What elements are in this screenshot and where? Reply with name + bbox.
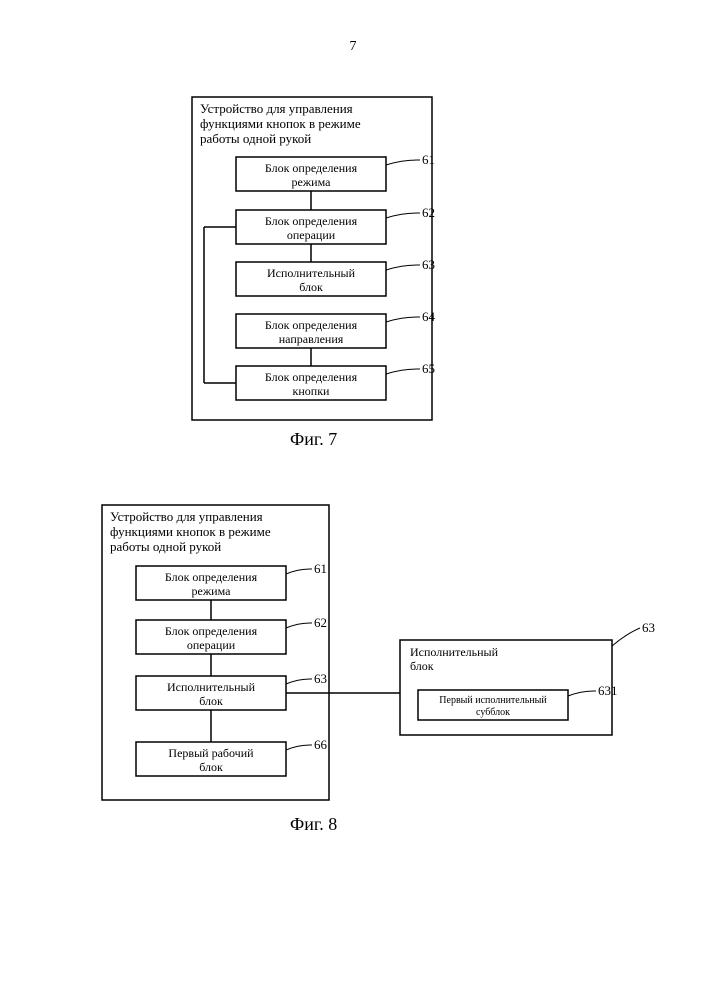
svg-text:работы одной рукой: работы одной рукой: [110, 539, 221, 554]
svg-text:Блок определения: Блок определения: [165, 570, 258, 584]
svg-text:кнопки: кнопки: [293, 384, 331, 398]
svg-text:Первый исполнительный: Первый исполнительный: [439, 695, 547, 706]
svg-text:Фиг. 8: Фиг. 8: [290, 814, 337, 834]
svg-text:65: 65: [422, 361, 435, 376]
svg-text:направления: направления: [279, 332, 344, 346]
svg-text:режима: режима: [192, 584, 232, 598]
svg-text:блок: блок: [199, 760, 223, 774]
svg-text:Первый рабочий: Первый рабочий: [168, 746, 254, 760]
svg-text:Блок определения: Блок определения: [165, 624, 258, 638]
svg-text:62: 62: [422, 205, 435, 220]
svg-text:Исполнительный: Исполнительный: [167, 680, 256, 694]
svg-text:режима: режима: [292, 175, 332, 189]
svg-text:Блок определения: Блок определения: [265, 370, 358, 384]
svg-text:61: 61: [422, 152, 435, 167]
figure-8: Устройство для управленияфункциями кнопо…: [102, 505, 655, 834]
svg-text:операции: операции: [187, 638, 236, 652]
flowchart-node: Блок определенияоперации: [236, 210, 386, 244]
svg-text:Блок определения: Блок определения: [265, 318, 358, 332]
svg-text:работы одной рукой: работы одной рукой: [200, 131, 311, 146]
flowchart-node: Исполнительныйблок: [236, 262, 386, 296]
svg-text:субблок: субблок: [476, 707, 510, 718]
flowchart-node: Первый рабочийблок: [136, 742, 286, 776]
svg-text:Блок определения: Блок определения: [265, 161, 358, 175]
svg-text:66: 66: [314, 737, 328, 752]
svg-text:блок: блок: [410, 659, 434, 673]
svg-text:64: 64: [422, 309, 436, 324]
svg-text:63: 63: [642, 620, 655, 635]
svg-text:Фиг. 7: Фиг. 7: [290, 429, 337, 449]
flowchart-node: Блок определенияоперации: [136, 620, 286, 654]
svg-text:блок: блок: [199, 694, 223, 708]
flowchart-node: Блок определениякнопки: [236, 366, 386, 400]
svg-text:блок: блок: [299, 280, 323, 294]
svg-text:7: 7: [350, 39, 357, 54]
flowchart-node: Первый исполнительныйсубблок: [418, 690, 568, 720]
flowchart-node: Блок определениярежима: [136, 566, 286, 600]
svg-text:63: 63: [422, 257, 435, 272]
svg-text:функциями кнопок в режиме: функциями кнопок в режиме: [110, 524, 271, 539]
svg-text:Блок определения: Блок определения: [265, 214, 358, 228]
figure-7: Устройство для управленияфункциями кнопо…: [192, 97, 436, 449]
svg-text:63: 63: [314, 671, 327, 686]
svg-text:61: 61: [314, 561, 327, 576]
svg-text:Устройство для управления: Устройство для управления: [200, 101, 353, 116]
svg-text:62: 62: [314, 615, 327, 630]
svg-text:операции: операции: [287, 228, 336, 242]
svg-text:функциями кнопок в режиме: функциями кнопок в режиме: [200, 116, 361, 131]
svg-text:631: 631: [598, 683, 618, 698]
svg-text:Исполнительный: Исполнительный: [410, 645, 499, 659]
flowchart-node: Блок определениярежима: [236, 157, 386, 191]
svg-text:Устройство для управления: Устройство для управления: [110, 509, 263, 524]
flowchart-node: Исполнительныйблок: [136, 676, 286, 710]
svg-text:Исполнительный: Исполнительный: [267, 266, 356, 280]
flowchart-node: Блок определениянаправления: [236, 314, 386, 348]
